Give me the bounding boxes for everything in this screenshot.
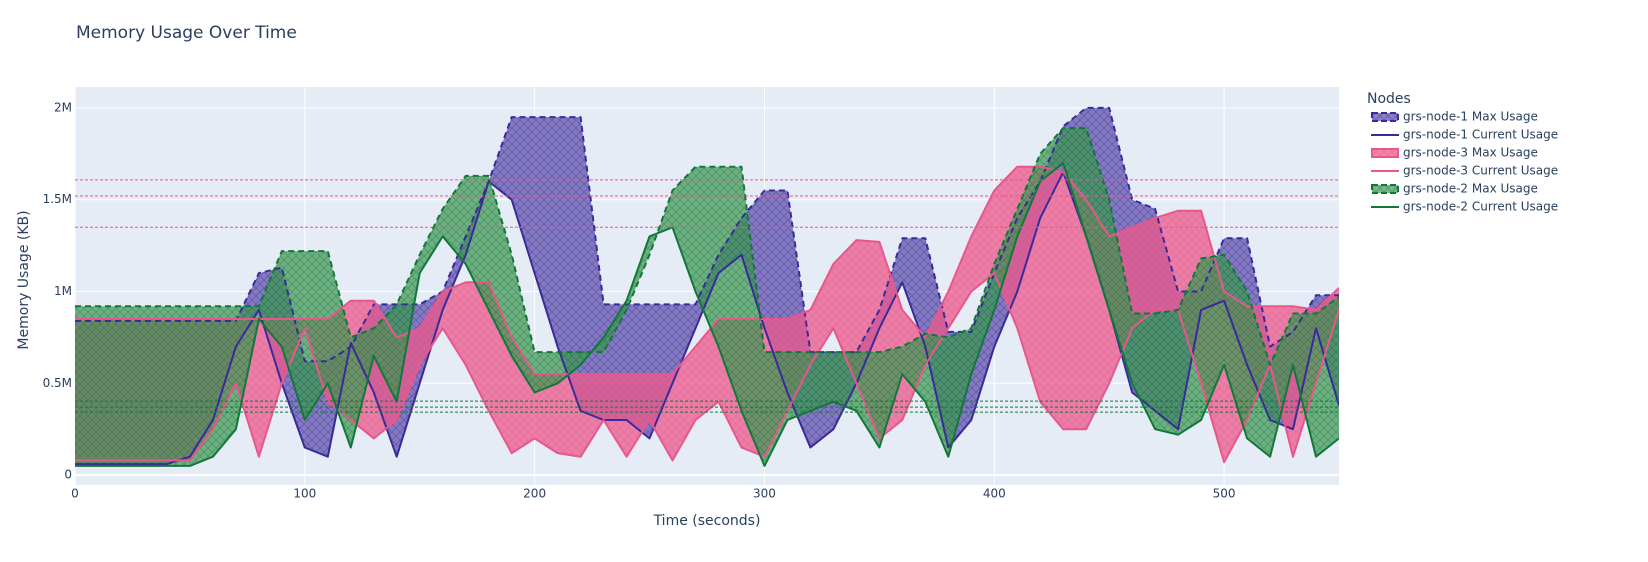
y-tick-label: 1.5M: [43, 192, 72, 206]
legend: Nodes grs-node-1 Max Usage grs-node-1 Cur…: [1367, 91, 1558, 214]
legend-item[interactable]: grs-node-3 Max Usage: [1371, 146, 1538, 160]
x-tick-label: 100: [293, 487, 316, 501]
y-tick-label: 2M: [54, 100, 72, 114]
legend-swatch: [1371, 184, 1399, 194]
x-tick-label: 0: [71, 487, 79, 501]
max-line: [75, 106, 1339, 363]
plot-area: [75, 106, 1339, 467]
chart-title: Memory Usage Over Time: [76, 23, 297, 43]
current-line: [75, 272, 1339, 464]
legend-label: grs-node-2 Current Usage: [1403, 200, 1558, 214]
legend-label: grs-node-3 Current Usage: [1403, 164, 1558, 178]
y-axis-title: Memory Usage (KB): [16, 210, 32, 349]
legend-label: grs-node-1 Current Usage: [1403, 128, 1558, 142]
legend-label: grs-node-3 Max Usage: [1403, 146, 1538, 160]
current-line: [75, 171, 1339, 466]
current-line: [75, 162, 1339, 467]
legend-item[interactable]: grs-node-3 Current Usage: [1371, 164, 1558, 178]
legend-item[interactable]: grs-node-2 Max Usage: [1371, 182, 1538, 196]
x-tick-label: 200: [523, 487, 546, 501]
legend-item[interactable]: grs-node-1 Max Usage: [1371, 110, 1538, 124]
x-tick-label: 500: [1213, 487, 1236, 501]
legend-label: grs-node-1 Max Usage: [1403, 110, 1538, 124]
x-axis-title: Time (seconds): [653, 513, 761, 529]
legend-swatch: [1371, 148, 1399, 158]
x-tick-label: 400: [983, 487, 1006, 501]
band-fill: [75, 128, 1339, 466]
x-tick-label: 300: [753, 487, 776, 501]
legend-label: grs-node-2 Max Usage: [1403, 182, 1538, 196]
y-tick-label: 1M: [54, 284, 72, 298]
current-line: [75, 165, 1339, 376]
legend-title: Nodes: [1367, 91, 1411, 107]
legend-item[interactable]: grs-node-1 Current Usage: [1371, 128, 1558, 142]
y-tick-label: 0.5M: [43, 376, 72, 390]
legend-swatch: [1371, 112, 1399, 122]
y-tick-label: 0: [64, 468, 72, 482]
legend-item[interactable]: grs-node-2 Current Usage: [1371, 200, 1558, 214]
